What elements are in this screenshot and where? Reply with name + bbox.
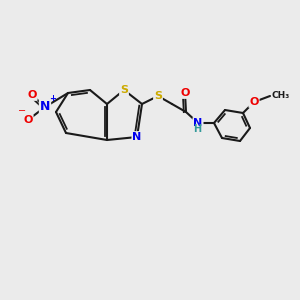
Text: +: + bbox=[49, 94, 56, 103]
Text: −: − bbox=[18, 106, 26, 116]
Text: H: H bbox=[193, 124, 201, 134]
Text: O: O bbox=[23, 115, 33, 125]
Text: N: N bbox=[40, 100, 50, 113]
Text: S: S bbox=[154, 91, 162, 101]
Text: O: O bbox=[249, 97, 259, 107]
Text: O: O bbox=[180, 88, 190, 98]
Text: N: N bbox=[194, 118, 202, 128]
Text: CH₃: CH₃ bbox=[272, 92, 290, 100]
Text: N: N bbox=[132, 132, 142, 142]
Text: O: O bbox=[27, 90, 37, 100]
Text: S: S bbox=[120, 85, 128, 95]
